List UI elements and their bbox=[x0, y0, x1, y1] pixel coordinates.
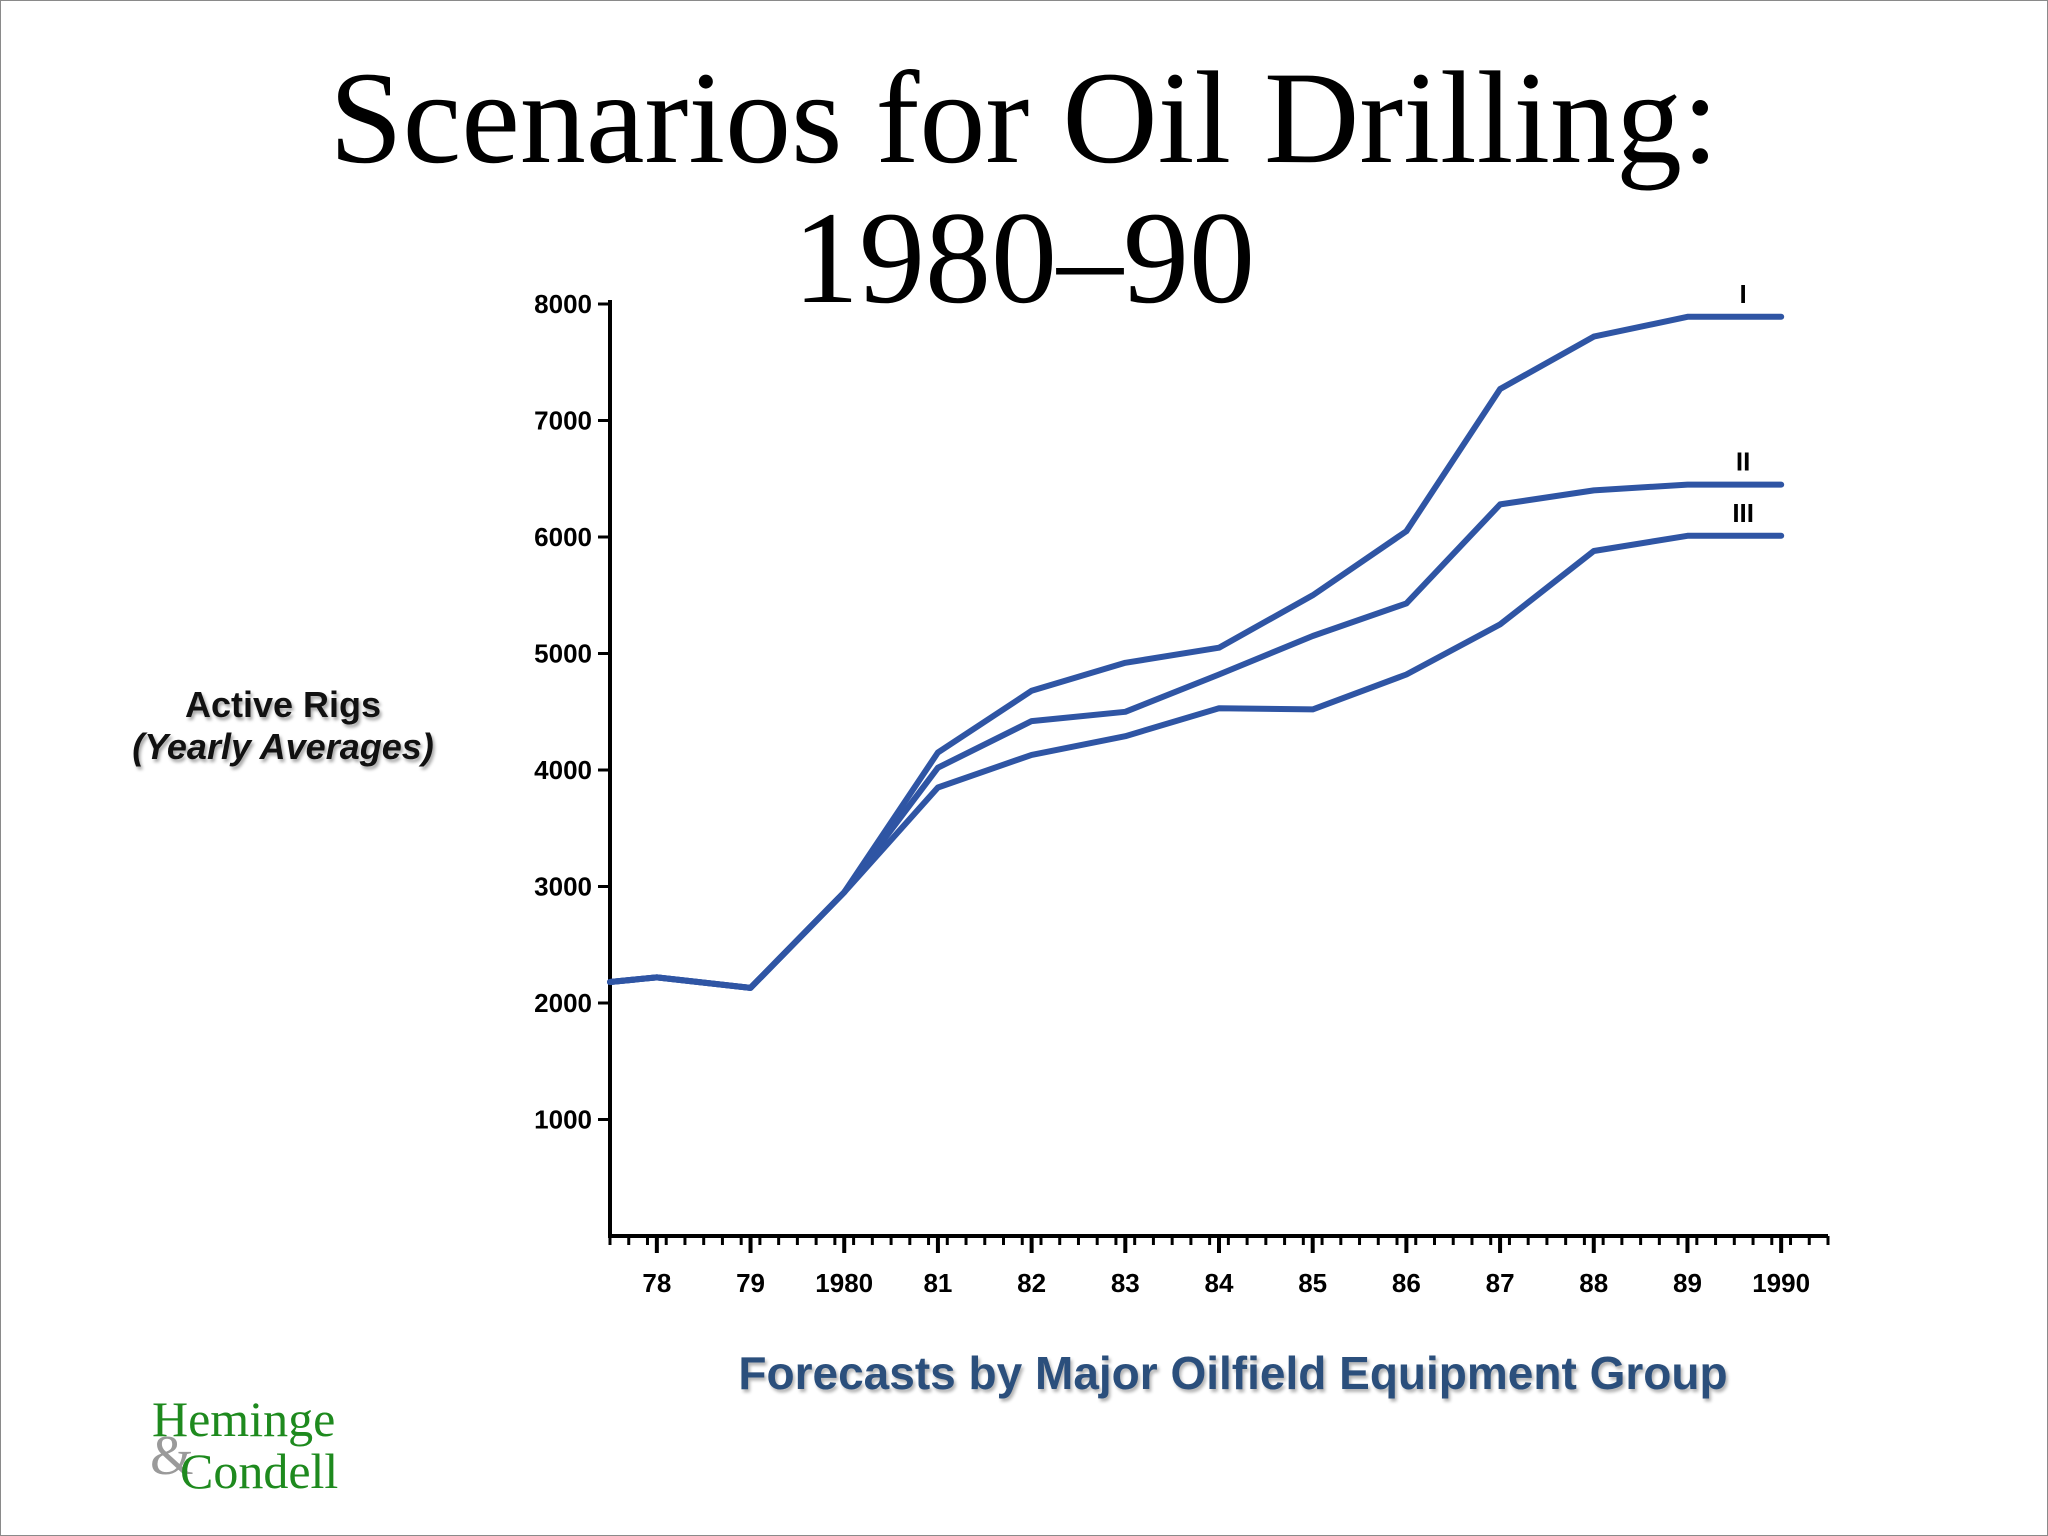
x-tick-label-81: 81 bbox=[923, 1268, 952, 1298]
series-label-III: III bbox=[1732, 498, 1754, 528]
x-tick-label-78: 78 bbox=[642, 1268, 671, 1298]
x-tick-label-88: 88 bbox=[1579, 1268, 1608, 1298]
x-tick-label-1980: 1980 bbox=[815, 1268, 873, 1298]
x-tick-label-85: 85 bbox=[1298, 1268, 1327, 1298]
x-tick-label-83: 83 bbox=[1111, 1268, 1140, 1298]
page-title-line-2: 1980–90 bbox=[793, 183, 1255, 331]
y-tick-label-5000: 5000 bbox=[534, 639, 592, 669]
page-title: Scenarios for Oil Drilling: 1980–90 bbox=[0, 48, 2048, 328]
series-label-II: II bbox=[1736, 447, 1750, 477]
y-tick-label-8000: 8000 bbox=[534, 289, 592, 319]
y-tick-label-1000: 1000 bbox=[534, 1105, 592, 1135]
axes-layer bbox=[598, 300, 1830, 1253]
x-tick-label-82: 82 bbox=[1017, 1268, 1046, 1298]
x-tick-label-1990: 1990 bbox=[1752, 1268, 1810, 1298]
series-line-II bbox=[607, 481, 1785, 991]
logo-ampersand: & bbox=[150, 1425, 194, 1487]
y-axis-label-line-1: Active Rigs bbox=[184, 684, 382, 725]
y-tick-label-4000: 4000 bbox=[534, 755, 592, 785]
series-line-III bbox=[607, 532, 1785, 991]
labels-layer: 1000 2000 3000 4000 5000 6000 7000 8000 78 79 1980… bbox=[534, 279, 1810, 1298]
x-tick-label-87: 87 bbox=[1486, 1268, 1515, 1298]
series-line-I bbox=[607, 313, 1785, 991]
x-tick-label-86: 86 bbox=[1392, 1268, 1421, 1298]
x-tick-label-79: 79 bbox=[736, 1268, 765, 1298]
y-tick-label-7000: 7000 bbox=[534, 406, 592, 436]
chart-subtitle: Forecasts by Major Oilfield Equipment Gr… bbox=[738, 1347, 1728, 1399]
y-axis-label-line-2: (Yearly Averages) bbox=[132, 726, 434, 767]
x-tick-label-89: 89 bbox=[1673, 1268, 1702, 1298]
logo-text-condell: Condell bbox=[180, 1443, 339, 1499]
page-title-line-1: Scenarios for Oil Drilling: bbox=[329, 44, 1719, 191]
logo-text-heminge: Heminge bbox=[152, 1391, 336, 1447]
company-logo: Heminge & Condell bbox=[150, 1394, 390, 1504]
y-tick-label-6000: 6000 bbox=[534, 522, 592, 552]
series-layer bbox=[607, 313, 1785, 991]
series-label-I: I bbox=[1740, 279, 1747, 309]
y-tick-label-2000: 2000 bbox=[534, 988, 592, 1018]
y-axis-label: Active Rigs (Yearly Averages) bbox=[100, 684, 466, 768]
y-tick-label-3000: 3000 bbox=[534, 872, 592, 902]
x-tick-label-84: 84 bbox=[1205, 1268, 1234, 1298]
